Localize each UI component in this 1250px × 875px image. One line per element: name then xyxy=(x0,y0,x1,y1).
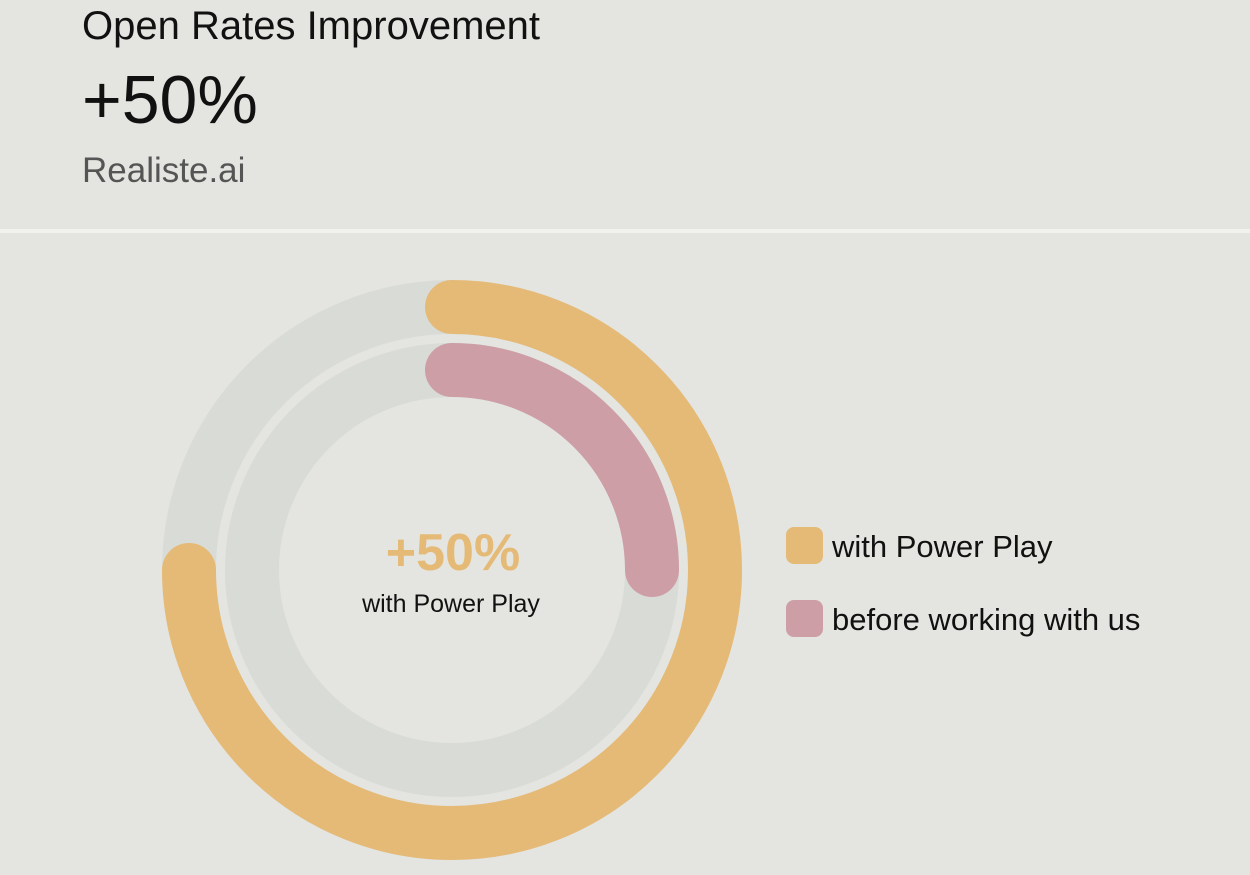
legend-label: with Power Play xyxy=(831,529,1053,564)
ring-arc-2 xyxy=(425,343,679,597)
headline-value: +50% xyxy=(82,62,258,138)
rings xyxy=(162,280,742,860)
ring-arc-1 xyxy=(162,280,742,860)
page-title: Open Rates Improvement xyxy=(82,4,540,48)
legend-swatch xyxy=(786,527,823,564)
center-label: with Power Play xyxy=(361,590,540,618)
legend: with Power Play before working with us xyxy=(786,527,1140,637)
divider xyxy=(0,229,1250,233)
center-value: +50% xyxy=(386,524,520,582)
legend-swatch xyxy=(786,600,823,637)
source-label: Realiste.ai xyxy=(82,151,246,190)
legend-label: before working with us xyxy=(832,602,1140,637)
